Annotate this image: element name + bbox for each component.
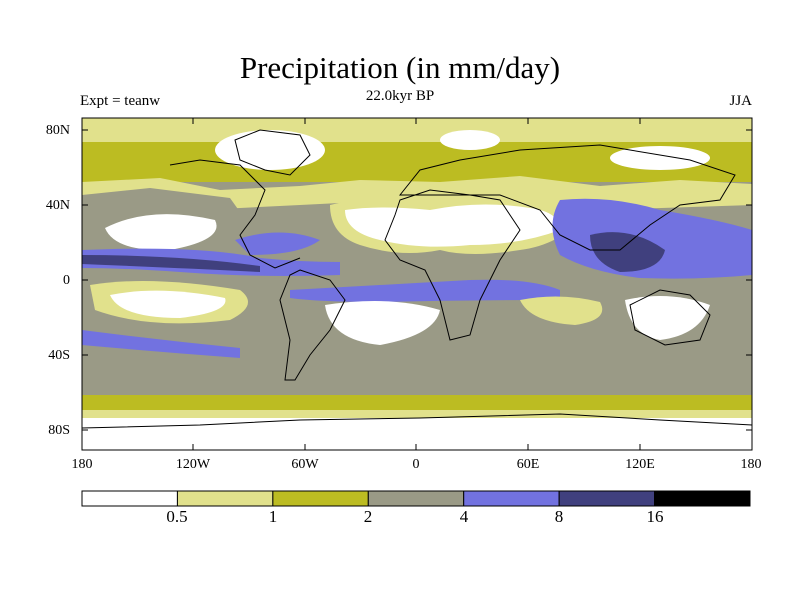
field-ne-pacific-dry (105, 214, 217, 251)
field-caribbean-wet (235, 232, 320, 255)
lat-label-40s: 40S (48, 348, 70, 363)
field-pacific-itcz-core (82, 255, 260, 272)
field-n-pacific (82, 188, 240, 215)
colorbar-label-2: 2 (363, 507, 373, 526)
lon-label-60e: 60E (516, 457, 540, 472)
field-australia-dry (625, 296, 710, 340)
colorbar-swatch (367, 490, 465, 507)
lat-label-40n: 40N (45, 198, 70, 213)
lat-label-80n: 80N (45, 123, 70, 138)
colorbar-label-0-5: 0.5 (166, 507, 188, 526)
colorbar-label-4: 4 (459, 507, 469, 526)
lon-label-120w: 120W (175, 457, 211, 472)
field-sahara-dry (345, 204, 560, 247)
coast-antarctica (81, 413, 753, 429)
colorbar-label-1: 1 (268, 507, 278, 526)
colorbar (81, 490, 751, 507)
lat-label-equator: 0 (63, 273, 70, 288)
coast-africa (384, 189, 521, 341)
field-greenland-dry (215, 130, 325, 170)
lon-label-180w: 180 (71, 457, 93, 472)
field-s-indian-margin (520, 296, 603, 325)
lon-label-120e: 120E (625, 457, 655, 472)
precipitation-field (82, 118, 752, 450)
field-s-pacific-storm (82, 330, 240, 358)
plot-subtitle: 22.0kyr BP (365, 88, 435, 104)
coast-australia (629, 289, 711, 346)
colorbar-swatch (272, 490, 369, 507)
field-se-pacific-dry (110, 290, 226, 318)
lon-label-0: 0 (412, 457, 420, 472)
coast-greenland (234, 129, 311, 176)
colorbar-swatch (176, 490, 274, 507)
field-arctic-dry (440, 130, 500, 150)
coast-eurasia (398, 144, 736, 251)
experiment-label: Expt = teanw (80, 93, 161, 109)
plot-title: Precipitation (in mm/day) (239, 50, 561, 85)
season-label: JJA (729, 93, 752, 109)
colorbar-swatch (463, 490, 560, 507)
field-antarctic-margin (82, 410, 752, 420)
colorbar-label-16: 16 (646, 507, 664, 526)
coast-north-america (169, 159, 301, 269)
lat-label-80s: 80S (48, 423, 70, 438)
field-antarctica-dry (82, 418, 752, 450)
field-atlantic-itcz (290, 279, 560, 302)
colorbar-swatch (81, 490, 178, 507)
field-s-atlantic-dry (325, 301, 440, 345)
field-southern-ocean (82, 395, 752, 413)
coast-south-america (279, 269, 346, 381)
colorbar-swatch (654, 490, 751, 507)
coastlines (81, 129, 753, 429)
field-maritime-core (590, 232, 665, 272)
lon-label-180e: 180 (740, 457, 762, 472)
axis-ticks (82, 118, 752, 450)
map-frame (81, 117, 753, 451)
field-siberia-dry (610, 146, 710, 170)
colorbar-label-8: 8 (554, 507, 564, 526)
colorbar-swatch (558, 490, 656, 507)
lon-label-60w: 60W (291, 457, 319, 472)
